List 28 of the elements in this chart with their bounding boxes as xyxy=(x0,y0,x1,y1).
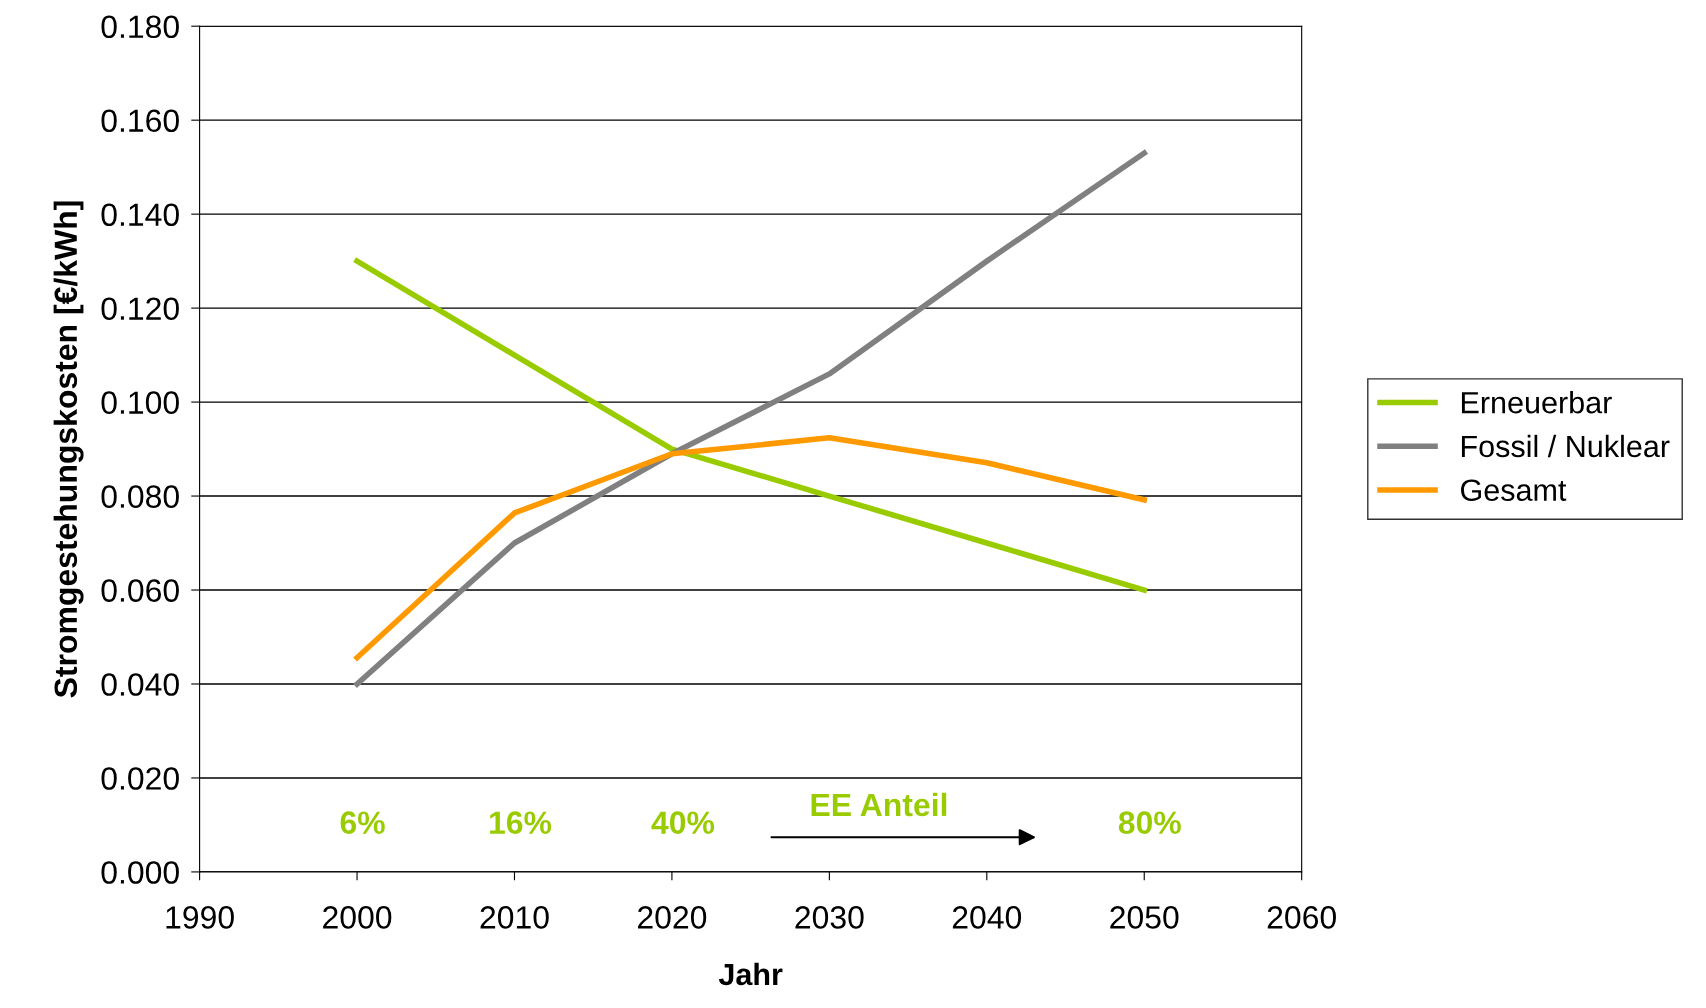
y-tick-label: 0.160 xyxy=(101,109,179,133)
annotation: 16% xyxy=(490,811,552,834)
x-tick-label: 2040 xyxy=(952,906,1022,929)
y-axis-title: Stromgestehungskosten [€/kWh] xyxy=(53,201,84,698)
y-tick-label: 0.080 xyxy=(101,485,179,508)
y-tick-label: 0.140 xyxy=(101,203,179,227)
y-tick-label: 0.040 xyxy=(101,673,179,696)
y-tick-label: 0.180 xyxy=(101,15,179,39)
y-tick-label: 0.000 xyxy=(101,861,179,884)
x-tick-label: 2000 xyxy=(323,906,392,929)
x-tick-label: 2030 xyxy=(795,906,864,929)
annotation: 6% xyxy=(340,811,385,834)
y-tick-label: 0.060 xyxy=(101,579,179,602)
y-tick-label: 0.100 xyxy=(101,391,179,414)
x-axis-title: Jahr xyxy=(718,962,783,986)
x-tick-label: 2060 xyxy=(1267,906,1336,929)
legend-label: Erneuerbar xyxy=(1461,391,1612,414)
annotation: EE Anteil xyxy=(811,792,947,817)
annotation: 40% xyxy=(651,811,715,834)
x-tick-label: 2010 xyxy=(480,906,549,929)
annotation: 80% xyxy=(1118,811,1181,834)
legend-label: Gesamt xyxy=(1461,479,1567,502)
x-tick-label: 2020 xyxy=(638,906,707,929)
x-tick-label: 2050 xyxy=(1110,906,1179,929)
y-tick-label: 0.120 xyxy=(101,297,179,320)
y-tick-label: 0.020 xyxy=(101,767,179,790)
x-tick-label: 1990 xyxy=(166,906,234,929)
legend-label: Fossil / Nuklear xyxy=(1461,434,1670,458)
